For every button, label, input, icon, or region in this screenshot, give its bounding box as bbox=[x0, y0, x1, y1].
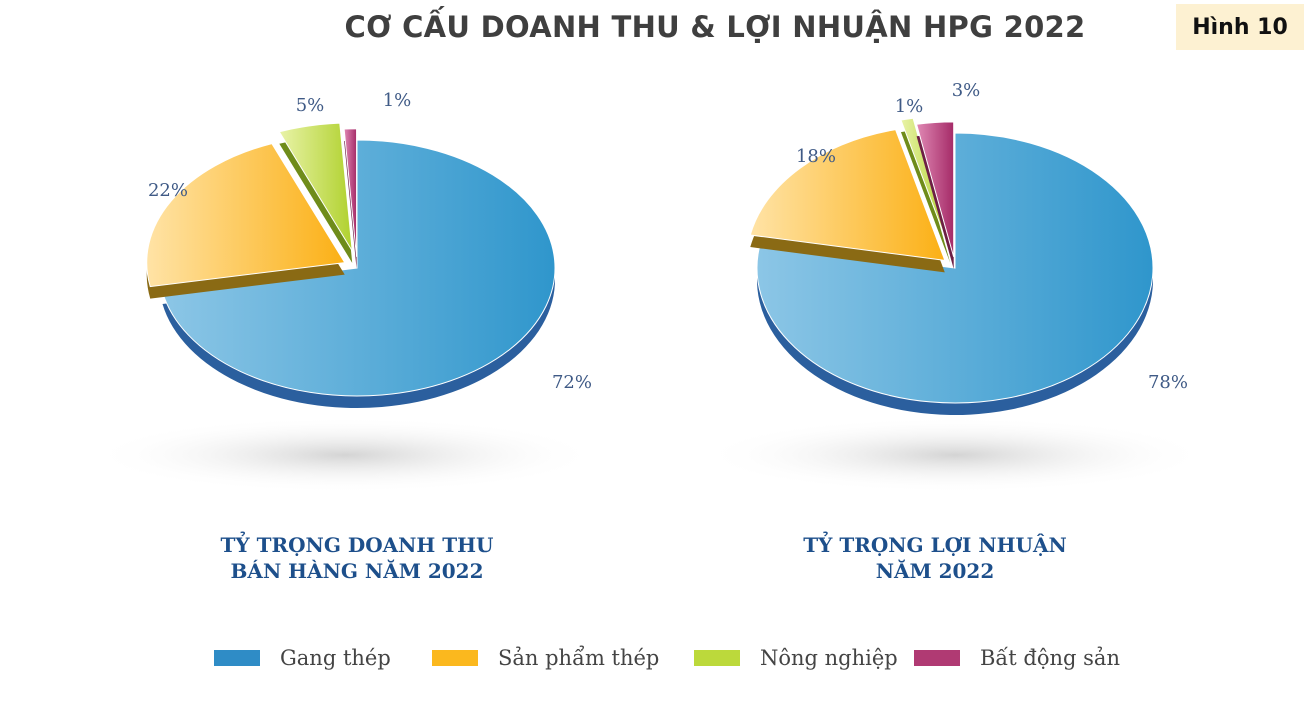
legend-swatch-gang-thep bbox=[214, 650, 260, 666]
pie-revenue-slice-nong-nghiep bbox=[278, 122, 353, 252]
figure-label-badge: Hình 10 bbox=[1176, 4, 1304, 50]
page-title: CƠ CẤU DOANH THU & LỢI NHUẬN HPG 2022 bbox=[344, 10, 1086, 44]
legend-label-nong-nghiep: Nông nghiệp bbox=[760, 646, 898, 670]
pie-chart-revenue: 72% 22% 5% 1% bbox=[146, 90, 592, 408]
legend-item-nong-nghiep: Nông nghiệp bbox=[694, 646, 898, 670]
profit-chart-title: TỶ TRỌNG LỢI NHUẬN NĂM 2022 bbox=[705, 532, 1165, 584]
legend-label-gang-thep: Gang thép bbox=[280, 646, 391, 670]
pie-profit-slice-gang-thep bbox=[756, 132, 1154, 404]
pie-revenue-slice-bat-dong-san bbox=[343, 128, 358, 257]
legend-swatch-san-pham-thep bbox=[432, 650, 478, 666]
pie-profit-slice-nong-nghiep bbox=[900, 117, 951, 252]
chart-legend: Gang thép Sản phẩm thép Nông nghiệp Bất … bbox=[0, 646, 1304, 676]
pie-revenue-slice-gang-thep bbox=[161, 139, 556, 397]
pie-revenue-label-gang-thep: 72% bbox=[552, 372, 592, 393]
legend-item-gang-thep: Gang thép bbox=[214, 646, 391, 670]
profit-chart-title-line-1: TỶ TRỌNG LỢI NHUẬN bbox=[803, 533, 1067, 557]
pie-shadow-profit bbox=[700, 417, 1210, 493]
pie-profit-label-gang-thep: 78% bbox=[1148, 372, 1188, 393]
pie-revenue-label-bat-dong-san: 1% bbox=[383, 90, 412, 111]
pie-profit-slice-bat-dong-san bbox=[915, 121, 955, 257]
pie-shadow-revenue bbox=[90, 417, 600, 493]
pie-profit-slice-nong-nghiep-side bbox=[900, 130, 951, 263]
pie-profit-label-nong-nghiep: 1% bbox=[895, 96, 924, 117]
pie-revenue-slice-san-pham-thep bbox=[146, 143, 346, 288]
legend-swatch-nong-nghiep bbox=[694, 650, 740, 666]
pie-profit-label-san-pham-thep: 18% bbox=[796, 146, 836, 167]
revenue-chart-title-line-1: TỶ TRỌNG DOANH THU bbox=[220, 533, 494, 557]
revenue-chart-title-line-2: BÁN HÀNG NĂM 2022 bbox=[230, 559, 484, 583]
pie-chart-profit: 78% 18% 1% 3% bbox=[749, 80, 1188, 415]
pie-profit-label-bat-dong-san: 3% bbox=[952, 80, 981, 101]
legend-label-bat-dong-san: Bất động sản bbox=[980, 646, 1120, 670]
pie-revenue-label-san-pham-thep: 22% bbox=[148, 180, 188, 201]
legend-item-san-pham-thep: Sản phẩm thép bbox=[432, 646, 659, 670]
pie-revenue-label-nong-nghiep: 5% bbox=[296, 95, 325, 116]
legend-item-bat-dong-san: Bất động sản bbox=[914, 646, 1120, 670]
legend-label-san-pham-thep: Sản phẩm thép bbox=[498, 646, 660, 670]
revenue-chart-title: TỶ TRỌNG DOANH THU BÁN HÀNG NĂM 2022 bbox=[127, 532, 587, 584]
pie-profit-slice-san-pham-thep bbox=[749, 129, 946, 261]
legend-swatch-bat-dong-san bbox=[914, 650, 960, 666]
profit-chart-title-line-2: NĂM 2022 bbox=[875, 559, 995, 583]
